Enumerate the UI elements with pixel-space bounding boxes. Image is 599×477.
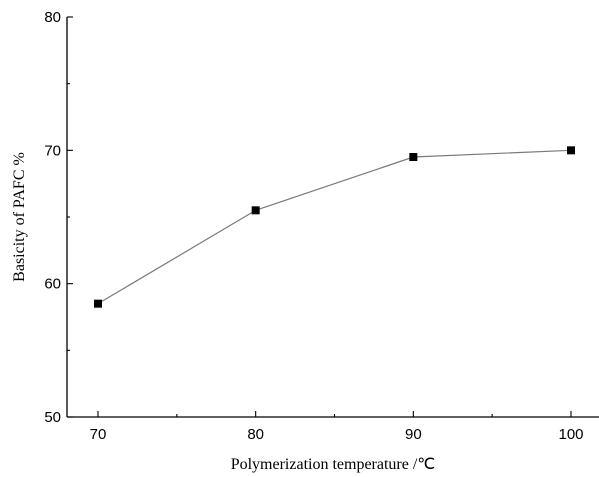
x-tick-label: 90 bbox=[405, 426, 422, 443]
y-ticks: 50 60 70 80 bbox=[44, 9, 73, 426]
y-tick-label: 50 bbox=[44, 409, 61, 426]
data-point-marker bbox=[409, 153, 418, 161]
series-layer bbox=[94, 146, 575, 308]
x-ticks: 70 80 90 100 bbox=[90, 411, 584, 443]
data-point-marker bbox=[251, 206, 260, 215]
y-axis-title: Basicity of PAFC % bbox=[11, 152, 28, 282]
x-tick-label: 70 bbox=[90, 426, 107, 443]
y-tick-label: 70 bbox=[44, 142, 61, 159]
y-tick-label: 80 bbox=[44, 9, 61, 26]
series-line bbox=[97, 149, 572, 305]
plot-frame bbox=[66, 17, 599, 418]
data-point-marker bbox=[567, 146, 575, 155]
data-point-marker bbox=[94, 299, 102, 308]
y-tick-label: 60 bbox=[44, 276, 61, 293]
x-tick-label: 80 bbox=[247, 426, 264, 443]
x-tick-label: 100 bbox=[558, 426, 583, 443]
x-axis-title: Polymerization temperature /℃ bbox=[231, 456, 436, 473]
